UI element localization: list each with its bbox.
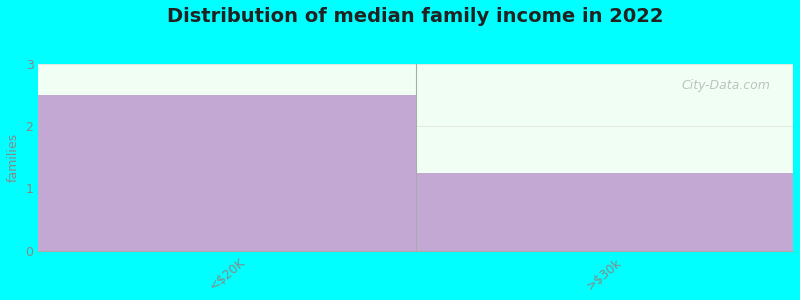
Bar [38, 95, 416, 251]
Text: City-Data.com: City-Data.com [682, 79, 770, 92]
Y-axis label: families: families [7, 133, 20, 182]
Bar [416, 173, 793, 251]
Title: Distribution of median family income in 2022: Distribution of median family income in … [167, 7, 664, 26]
